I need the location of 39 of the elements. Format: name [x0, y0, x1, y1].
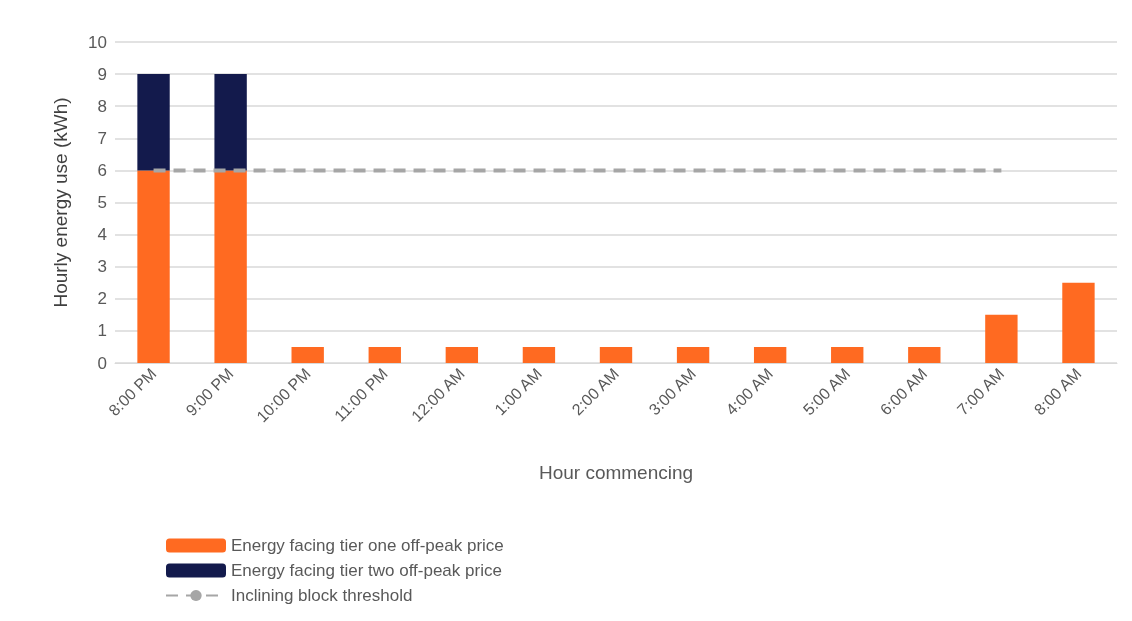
- x-tick-label: 6:00 AM: [876, 364, 931, 419]
- legend-label: Energy facing tier two off-peak price: [231, 561, 502, 580]
- x-tick-label: 5:00 AM: [799, 364, 854, 419]
- bar: [445, 346, 479, 363]
- y-tick-label: 9: [97, 64, 107, 84]
- bar: [753, 346, 787, 363]
- x-axis-title: Hour commencing: [538, 462, 694, 483]
- bar: [599, 346, 633, 363]
- y-tick-label: 2: [97, 289, 107, 309]
- bar: [522, 346, 556, 363]
- bar: [368, 346, 401, 363]
- x-tick-label: 3:00 AM: [645, 364, 700, 419]
- bar: [908, 346, 941, 363]
- y-tick-label: 0: [97, 353, 107, 373]
- y-tick-label: 3: [97, 257, 107, 277]
- x-tick-label: 8:00 PM: [105, 364, 160, 420]
- bar: [291, 346, 324, 363]
- bar: [1062, 282, 1095, 363]
- bar: [985, 314, 1018, 363]
- x-tick-label: 8:00 AM: [1030, 364, 1085, 419]
- y-tick-label: 8: [97, 96, 107, 116]
- bar: [676, 346, 710, 363]
- x-tick-label: 7:00 AM: [953, 364, 1008, 419]
- y-tick-label: 5: [97, 193, 107, 212]
- y-tick-label: 10: [88, 32, 107, 52]
- y-tick-label: 6: [97, 160, 107, 180]
- x-tick-label: 9:00 PM: [182, 364, 237, 420]
- x-tick-label: 4:00 AM: [722, 364, 777, 419]
- bar: [214, 170, 247, 363]
- bar: [214, 74, 247, 171]
- y-tick-label: 1: [97, 321, 107, 341]
- y-tick-label: 7: [97, 128, 107, 148]
- legend-label: Inclining block threshold: [231, 586, 413, 605]
- bar: [137, 74, 170, 171]
- y-tick-label: 4: [97, 225, 107, 245]
- bar: [137, 170, 170, 363]
- bar: [831, 346, 864, 363]
- legend-label: Energy facing tier one off-peak price: [231, 536, 504, 555]
- y-axis-title: Hourly energy use (kWh): [50, 97, 71, 308]
